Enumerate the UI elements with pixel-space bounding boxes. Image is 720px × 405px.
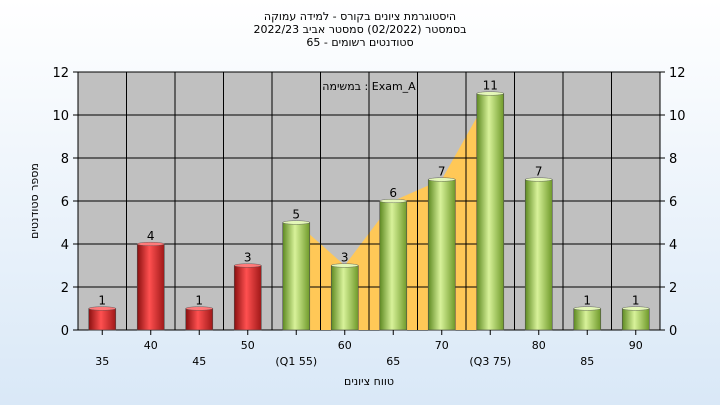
x-tick-label: 65: [386, 355, 400, 368]
bar-value-label: 7: [438, 165, 446, 179]
x-tick-label: 60: [338, 339, 352, 352]
bar: [136, 243, 165, 331]
chart-title-line-1: היסטוגרמת ציונים בקורס - למידה עמוקה: [264, 10, 456, 23]
bar-value-label: 3: [244, 251, 252, 265]
bar-value-label: 5: [292, 208, 300, 222]
x-tick-label: 35: [95, 355, 109, 368]
bar-cap: [525, 177, 553, 182]
x-tick-label: 80: [532, 339, 546, 352]
x-tick-label: 90: [629, 339, 643, 352]
y-tick-label-right: 4: [669, 238, 677, 253]
x-tick-label: (Q1 55): [275, 355, 317, 368]
bar-value-label: 1: [583, 294, 591, 308]
bar-cap: [234, 263, 262, 268]
bar-value-label: 6: [389, 186, 397, 200]
bar-cap: [331, 263, 359, 268]
bar: [330, 265, 359, 331]
bar-value-label: 1: [98, 294, 106, 308]
bar: [185, 308, 214, 331]
y-tick-label-left: 0: [61, 324, 69, 339]
y-tick-label-right: 10: [669, 109, 686, 124]
y-tick-label-right: 8: [669, 152, 677, 167]
bar-cap: [428, 177, 456, 182]
y-tick-label-right: 6: [669, 195, 677, 210]
x-tick-label: 70: [435, 339, 449, 352]
x-tick-label: (Q3 75): [469, 355, 511, 368]
y-tick-label-left: 6: [61, 195, 69, 210]
bar-cap: [185, 306, 213, 311]
y-tick-label-left: 8: [61, 152, 69, 167]
bar: [233, 265, 262, 331]
y-tick-label-right: 2: [669, 281, 677, 296]
x-tick-label: 50: [241, 339, 255, 352]
y-axis-right: 0 2 4 6 8 10 12: [660, 66, 686, 339]
chart-annotation: במשימה : Exam_A: [322, 80, 416, 93]
bar: [379, 200, 408, 331]
bar-cap: [137, 241, 165, 246]
bars-layer: [88, 91, 650, 331]
bar-cap: [622, 306, 650, 311]
bar-value-label: 4: [147, 229, 155, 243]
bar-cap: [379, 198, 407, 203]
gridlines: [78, 72, 660, 330]
bar: [524, 179, 553, 331]
y-axis-left: 0 2 4 6 8 10 12: [52, 66, 78, 339]
y-axis-label: מספר סטודנטים: [28, 163, 41, 239]
bar-value-label: 1: [632, 294, 640, 308]
bar-cap: [88, 306, 116, 311]
bar: [476, 93, 505, 331]
x-tick-label: 40: [144, 339, 158, 352]
y-tick-label-left: 2: [61, 281, 69, 296]
y-tick-label-right: 0: [669, 324, 677, 339]
bar: [621, 308, 650, 331]
y-tick-label-left: 10: [52, 109, 69, 124]
chart-title: היסטוגרמת ציונים בקורס - למידה עמוקה בסמ…: [253, 10, 466, 49]
bar-value-label: 11: [483, 79, 498, 93]
bar: [573, 308, 602, 331]
chart-title-line-2: בסמסטר (02/2022) סמסטר אביב 2022/23: [253, 23, 466, 36]
bar: [427, 179, 456, 331]
x-axis-label: טווח ציונים: [344, 375, 394, 388]
y-tick-label-right: 12: [669, 66, 686, 81]
x-tick-label: 85: [580, 355, 594, 368]
y-tick-label-left: 4: [61, 238, 69, 253]
x-axis: 35 40 45 50 (Q1 55) 60 65 70 (Q3 75) 80 85 90: [95, 330, 643, 368]
bar-cap: [573, 306, 601, 311]
bar: [282, 222, 311, 331]
bar-value-label: 3: [341, 251, 349, 265]
chart-title-line-3: סטודנטים רשומים - 65: [306, 36, 413, 49]
y-tick-label-left: 12: [52, 66, 69, 81]
bar-value-label: 7: [535, 165, 543, 179]
bar-cap: [282, 220, 310, 225]
x-tick-label: 45: [192, 355, 206, 368]
bar: [88, 308, 117, 331]
bar-value-label: 1: [195, 294, 203, 308]
bar-cap: [476, 91, 504, 96]
